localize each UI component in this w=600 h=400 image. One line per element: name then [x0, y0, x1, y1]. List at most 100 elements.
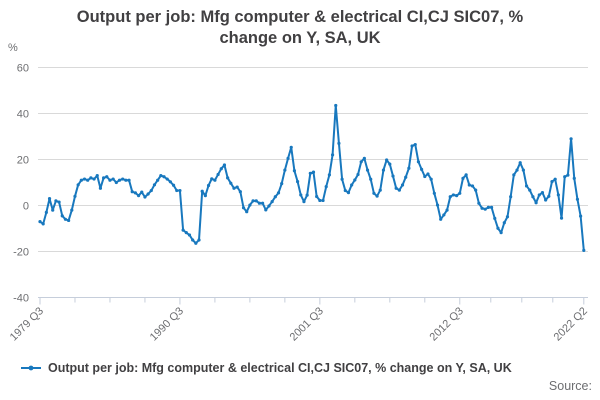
data-point — [486, 205, 490, 209]
data-point — [499, 231, 503, 235]
data-point — [152, 183, 157, 187]
data-point — [330, 153, 335, 157]
data-point — [416, 160, 421, 164]
data-point — [318, 198, 322, 203]
data-point — [559, 216, 564, 220]
x-tick-label: 1979 Q3 — [8, 305, 46, 343]
data-point — [445, 208, 449, 212]
data-point — [98, 186, 103, 190]
data-point — [528, 188, 532, 192]
data-point — [356, 172, 360, 177]
data-point — [311, 170, 316, 174]
data-point — [540, 191, 545, 195]
data-point — [41, 222, 45, 226]
data-point — [261, 201, 265, 205]
data-point — [171, 183, 176, 187]
data-point — [175, 188, 179, 193]
data-point — [553, 177, 557, 181]
data-point — [51, 208, 55, 212]
data-point — [544, 198, 548, 202]
data-point — [359, 160, 363, 164]
data-point — [289, 145, 293, 149]
data-point — [493, 216, 497, 220]
data-point — [448, 195, 452, 199]
data-point — [299, 193, 303, 197]
data-point — [369, 177, 373, 181]
data-point — [216, 172, 220, 177]
data-point — [156, 178, 160, 182]
y-tick-label: 60 — [17, 63, 29, 75]
data-point — [394, 186, 398, 190]
data-point — [117, 178, 122, 182]
x-tick-label: 1990 Q3 — [148, 305, 186, 343]
data-point — [404, 175, 408, 179]
data-line — [39, 104, 585, 252]
data-point — [143, 195, 147, 199]
data-point — [47, 197, 52, 201]
data-point — [343, 188, 347, 193]
legend-line-marker-icon — [21, 365, 41, 371]
data-point — [149, 188, 153, 193]
data-point — [423, 174, 427, 179]
data-point — [254, 199, 258, 203]
data-point — [556, 193, 560, 197]
source-label: Source: — [548, 379, 592, 393]
data-point — [124, 178, 128, 182]
data-point — [451, 193, 456, 197]
data-point — [575, 197, 580, 201]
data-point — [184, 231, 188, 235]
data-point — [566, 173, 570, 177]
data-point — [569, 137, 573, 141]
data-point — [308, 171, 312, 175]
data-point — [248, 203, 252, 207]
x-tick-label: 2001 Q3 — [288, 305, 326, 343]
data-point — [70, 208, 74, 212]
data-point — [60, 214, 64, 218]
data-point — [477, 201, 481, 205]
data-point — [130, 190, 134, 194]
data-point — [474, 188, 478, 192]
y-tick-label: 20 — [17, 155, 29, 167]
data-point — [206, 183, 211, 188]
data-point — [82, 177, 87, 181]
data-point — [489, 205, 494, 209]
y-tick-label: -20 — [13, 247, 29, 259]
data-point — [534, 201, 538, 205]
data-point — [524, 184, 529, 188]
legend: Output per job: Mfg computer & electrica… — [20, 361, 512, 375]
data-point — [324, 185, 328, 189]
data-point — [273, 195, 277, 199]
data-point — [337, 141, 341, 145]
data-point — [165, 177, 169, 181]
data-point — [270, 199, 274, 204]
data-point — [467, 183, 471, 187]
data-point — [121, 177, 125, 181]
data-point — [203, 194, 207, 198]
data-point — [114, 180, 118, 185]
data-point — [435, 203, 440, 207]
data-point — [63, 217, 68, 221]
data-point — [302, 199, 306, 204]
data-point — [292, 169, 297, 173]
data-point — [388, 162, 392, 166]
data-point — [381, 168, 386, 172]
data-point — [350, 183, 354, 187]
data-point — [531, 195, 535, 199]
data-point — [178, 188, 182, 193]
data-point — [108, 178, 112, 182]
data-point — [407, 166, 411, 170]
data-point — [280, 182, 284, 186]
data-point — [54, 199, 58, 203]
data-point — [86, 178, 90, 182]
data-point — [582, 248, 586, 252]
data-point — [315, 194, 319, 199]
data-point — [235, 185, 239, 189]
data-point — [509, 195, 513, 199]
data-point — [159, 174, 163, 178]
data-point — [105, 175, 109, 179]
data-point — [92, 177, 96, 181]
data-point — [502, 221, 506, 225]
data-point — [464, 173, 468, 177]
